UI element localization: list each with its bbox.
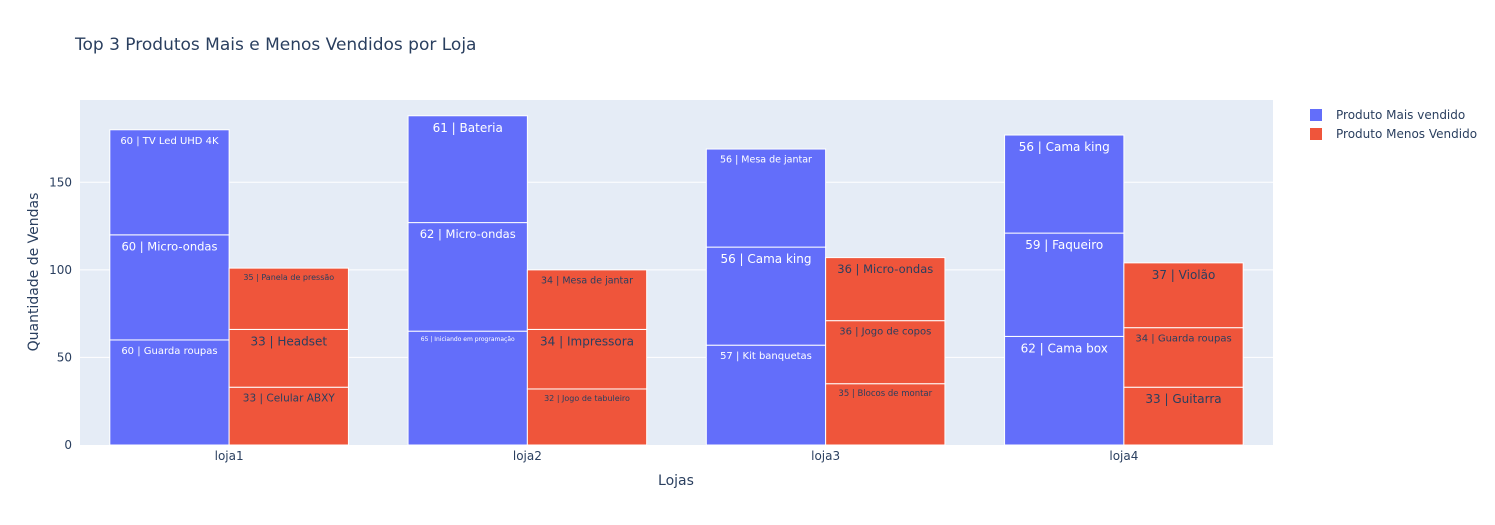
bar-data-label: 35 | Panela de pressão (243, 273, 334, 282)
x-axis-ticks: loja1 loja2 loja3 loja4 (215, 449, 1139, 463)
bar-data-label: 65 | Iniciando em programação (421, 336, 515, 343)
legend-swatch (1310, 109, 1322, 121)
bar-segment[interactable] (228, 328, 349, 388)
bar-data-label: 33 | Celular ABXY (243, 393, 336, 405)
x-tick-label: loja4 (1109, 449, 1138, 463)
bar-data-label: 61 | Bateria (433, 121, 503, 135)
bar-segment[interactable] (705, 148, 827, 248)
bar-data-label: 36 | Jogo de copos (839, 327, 931, 338)
bar-data-label: 56 | Cama king (720, 252, 811, 266)
x-tick-label: loja3 (811, 449, 840, 463)
bar-segment[interactable] (109, 339, 230, 446)
x-axis-title: Lojas (658, 473, 694, 489)
bar-data-label: 34 | Guarda roupas (1135, 334, 1231, 345)
bar-segment[interactable] (825, 383, 946, 446)
x-tick-label: loja2 (513, 449, 542, 463)
bar-data-label: 56 | Cama king (1019, 140, 1110, 154)
legend-swatch (1310, 128, 1322, 140)
bars-layer: 60 | Guarda roupas 60 | Micro-ondas 60 | T… (109, 115, 1244, 446)
y-axis-ticks: 0 50 100 150 (49, 175, 72, 452)
bar-data-label: 36 | Micro-ondas (837, 262, 933, 276)
bar-data-label: 59 | Faqueiro (1025, 238, 1103, 252)
bar-segment[interactable] (1004, 335, 1125, 446)
bar-segment[interactable] (1004, 134, 1125, 234)
bar-segment[interactable] (825, 257, 946, 322)
bar-data-label: 35 | Blocos de montar (838, 389, 932, 399)
bar-data-label: 60 | Micro-ondas (121, 239, 217, 253)
legend-item-label[interactable]: Produto Menos Vendido (1336, 127, 1477, 141)
legend-item-label[interactable]: Produto Mais vendido (1336, 108, 1465, 122)
bar-segment[interactable] (109, 234, 230, 341)
bar-data-label: 60 | Guarda roupas (121, 346, 217, 357)
bar-data-label: 62 | Micro-ondas (420, 227, 516, 241)
bar-data-label: 57 | Kit banquetas (720, 351, 812, 362)
y-tick-label: 100 (49, 263, 72, 277)
bar-segment[interactable] (1123, 262, 1244, 329)
bar-segment[interactable] (825, 320, 946, 385)
bar-data-label: 56 | Mesa de jantar (720, 155, 812, 166)
bar-segment[interactable] (407, 330, 528, 446)
bar-data-label: 33 | Headset (250, 334, 327, 348)
bar-segment[interactable] (1123, 327, 1244, 388)
bar-segment[interactable] (407, 115, 528, 224)
bar-data-label: 34 | Impressora (540, 334, 634, 348)
bar-data-label: 34 | Mesa de jantar (541, 275, 633, 286)
bar-data-label: 33 | Guitarra (1145, 392, 1221, 406)
bar-segment[interactable] (526, 269, 648, 330)
bar-data-label: 37 | Violão (1152, 268, 1216, 282)
chart-title: Top 3 Produtos Mais e Menos Vendidos por… (74, 35, 476, 55)
y-tick-label: 150 (49, 175, 72, 189)
bar-segment[interactable] (109, 129, 230, 236)
bar-segment[interactable] (407, 222, 528, 332)
y-tick-label: 0 (64, 438, 72, 452)
bar-data-label: 60 | TV Led UHD 4K (120, 136, 219, 147)
y-axis-title: Quantidade de Vendas (26, 193, 42, 352)
x-tick-label: loja1 (215, 449, 244, 463)
bar-segment[interactable] (228, 386, 349, 446)
bar-segment[interactable] (228, 267, 349, 330)
bar-data-label: 32 | Jogo de tabuleiro (544, 394, 630, 403)
bar-segment[interactable] (1004, 232, 1125, 337)
legend: Produto Mais vendido Produto Menos Vendid… (1310, 108, 1477, 141)
bar-segment[interactable] (705, 344, 827, 446)
y-tick-label: 50 (57, 350, 72, 364)
bar-segment[interactable] (705, 246, 827, 346)
bar-data-label: 62 | Cama box (1021, 341, 1108, 355)
bar-segment[interactable] (526, 328, 648, 390)
